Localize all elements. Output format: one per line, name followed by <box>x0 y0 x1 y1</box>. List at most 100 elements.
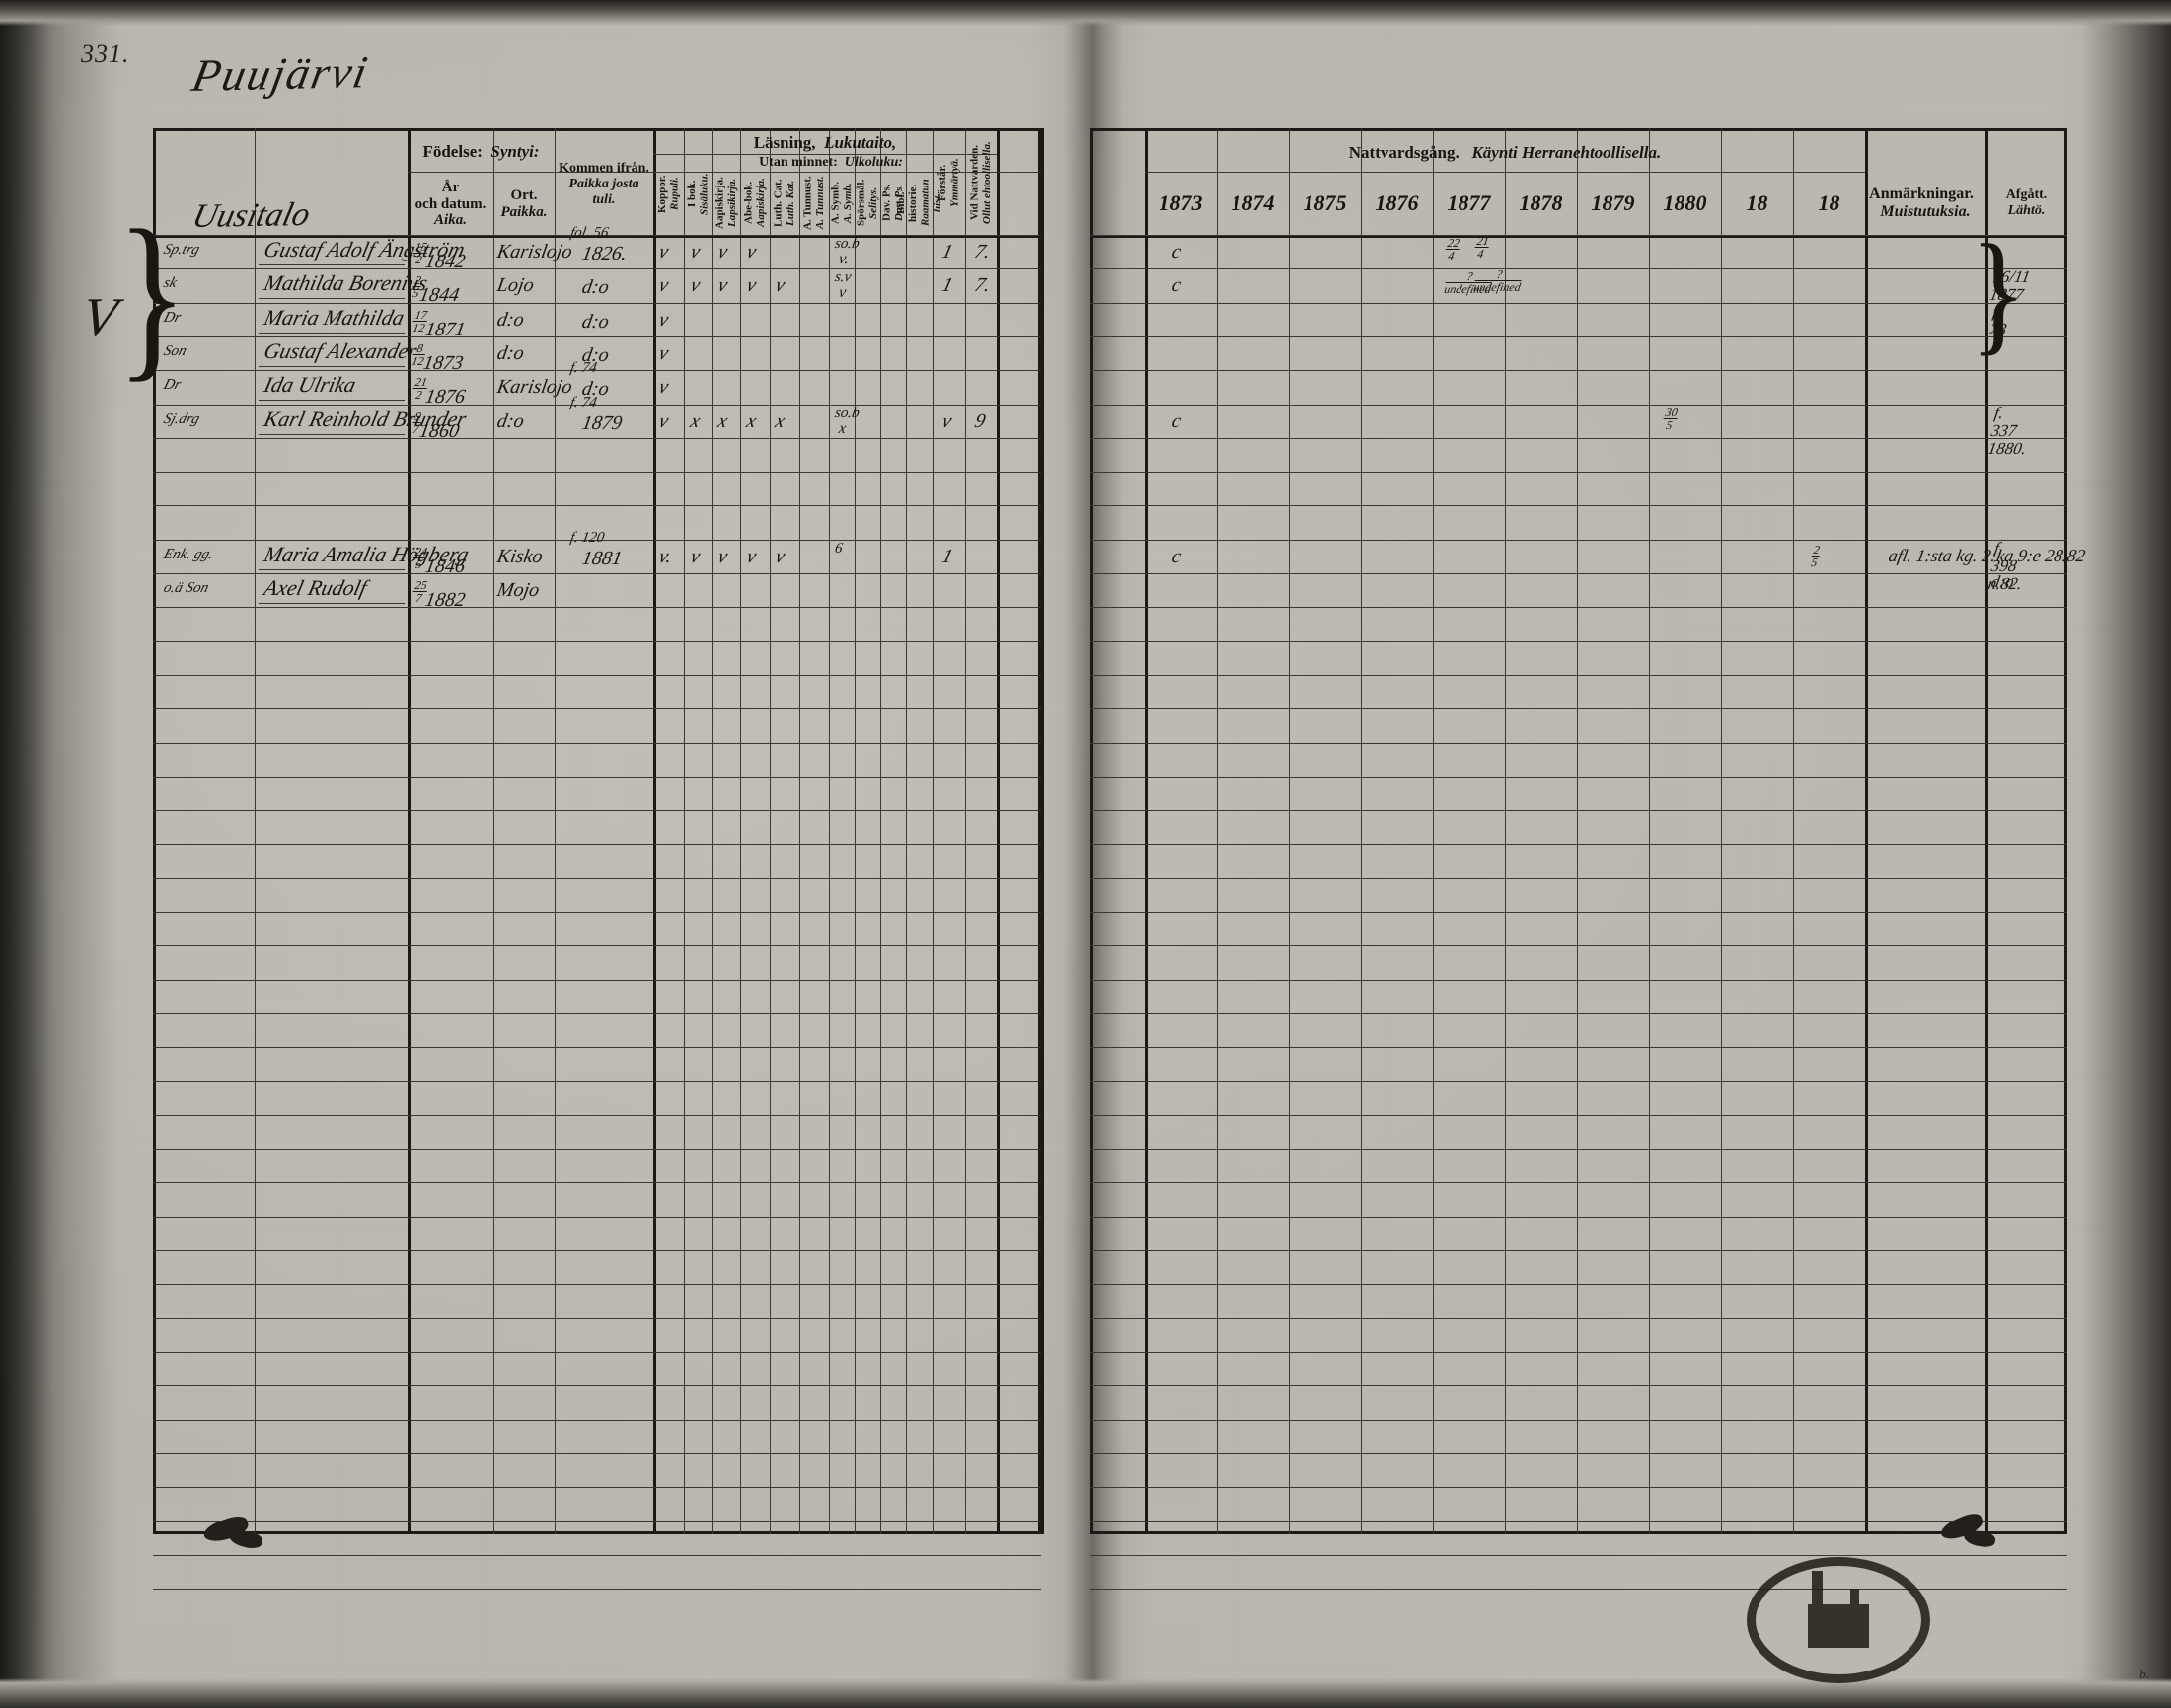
row-bible-history: v <box>939 409 954 432</box>
header-reading-col-3: Abe-bok. Aapiskirja. <box>742 178 767 228</box>
row-reading-note: 6 <box>833 540 844 557</box>
row-divider <box>153 980 1041 981</box>
column-divider <box>770 128 771 1534</box>
column-divider <box>408 128 411 1534</box>
header-year-1877: 1877 <box>1447 189 1491 215</box>
header-birth: Födelse: Syntyi: <box>422 142 540 162</box>
right-page-table <box>1090 128 2067 1534</box>
row-divider <box>1090 235 2067 236</box>
verification-mark: V <box>78 287 121 348</box>
name-underline <box>259 298 405 300</box>
name-underline <box>259 332 405 334</box>
row-divider <box>1090 1149 2067 1150</box>
row-divider <box>153 844 1041 845</box>
year-column-divider <box>1361 128 1362 1534</box>
column-divider <box>555 128 556 1534</box>
row-reading-mark: x <box>715 409 730 432</box>
row-birth-place: d:o <box>495 308 526 331</box>
row-reading-mark: x <box>688 409 703 432</box>
column-divider <box>829 128 830 1534</box>
row-reading-mark: v <box>773 545 787 567</box>
row-reading-mark: v. <box>656 545 675 567</box>
header-birth-place: Ort. Paikka. <box>500 187 548 220</box>
row-divider <box>153 1284 1041 1285</box>
row-reading-note2: x <box>837 419 848 437</box>
row-divider <box>1090 1352 2067 1353</box>
row-name: Mathilda Borenius <box>262 270 430 296</box>
top-page-edge <box>0 0 2171 26</box>
year-column-divider <box>1721 128 1722 1534</box>
column-divider <box>1985 128 1988 1534</box>
row-divider <box>1090 1217 2067 1218</box>
row-divider <box>153 1318 1041 1319</box>
row-divider <box>153 1453 1041 1454</box>
row-reading-mark: v <box>656 376 671 399</box>
header-year-1879: 1879 <box>1591 189 1635 215</box>
header-reading-col-1: I bok. Sisäluku. <box>686 173 711 215</box>
row-divider <box>153 607 1041 608</box>
row-reading-mark: v <box>688 274 703 297</box>
row-divider <box>1090 303 2067 304</box>
row-divider <box>153 810 1041 811</box>
row-divider <box>1090 1555 2067 1556</box>
name-underline <box>259 568 405 570</box>
year-column-divider <box>1289 128 1290 1534</box>
row-divider <box>1090 844 2067 845</box>
left-shadow <box>0 0 118 1708</box>
row-divider <box>1090 540 2067 541</box>
header-divider <box>653 154 997 155</box>
row-reading-mark: v <box>744 241 759 262</box>
row-divider <box>153 573 1041 574</box>
row-divider <box>153 878 1041 879</box>
row-relation: o.ä Son <box>161 580 211 596</box>
row-reading-mark: v <box>656 409 671 432</box>
row-divider <box>1090 1420 2067 1421</box>
row-departed: d:o <box>1989 572 2016 591</box>
header-year-18: 18 <box>1746 189 1768 215</box>
year-column-divider <box>1217 128 1218 1534</box>
row-reading-mark: v <box>744 274 759 297</box>
row-birth-place: Karislojo <box>495 376 574 399</box>
header-reading: Läsning, Lukutaito, <box>753 133 897 153</box>
row-divider <box>153 1149 1041 1150</box>
row-divider <box>1090 607 2067 608</box>
row-divider <box>1090 1284 2067 1285</box>
row-birth-date: 9 71860 <box>412 408 462 442</box>
row-bible-history: 1 <box>939 241 955 262</box>
header-bottom-rule <box>153 235 1041 238</box>
row-birth-date: 21 21876 <box>412 375 468 408</box>
corner-mark: b. <box>2139 1667 2149 1681</box>
name-underline <box>259 400 405 402</box>
header-year-1878: 1878 <box>1519 189 1563 215</box>
row-divider <box>1090 1047 2067 1048</box>
row-divider <box>1090 777 2067 778</box>
row-divider <box>1090 1453 2067 1454</box>
column-divider <box>740 128 741 1534</box>
column-divider <box>1865 128 1868 1534</box>
name-underline <box>259 433 405 435</box>
row-divider <box>153 1420 1041 1421</box>
row-birth-place: Mojo <box>495 579 542 601</box>
row-moved-from-ref: fol. 56 <box>568 225 610 241</box>
column-divider <box>1145 128 1148 1534</box>
header-reading-col-0: Koppor. Rupuli. <box>656 175 681 213</box>
row-divider <box>1090 1487 2067 1488</box>
header-year-1873: 1873 <box>1159 189 1203 215</box>
communion-1877-b: ? undefined <box>1471 267 1525 300</box>
row-divider <box>153 708 1041 709</box>
row-understands: 9 <box>972 409 988 432</box>
row-divider <box>153 1487 1041 1488</box>
row-moved-from-ref: f. 120 <box>568 529 606 546</box>
row-divider <box>1090 1182 2067 1183</box>
row-reading-mark: v <box>715 545 730 567</box>
row-reading-mark: v <box>656 341 671 364</box>
header-year-1875: 1875 <box>1303 189 1347 215</box>
row-name: Gustaf Alexander <box>262 337 420 363</box>
name-underline <box>259 365 405 367</box>
row-reading-mark: v <box>715 241 730 262</box>
row-moved-from: d:o <box>580 276 611 299</box>
header-bottom-rule <box>1090 235 2067 238</box>
header-year-1876: 1876 <box>1375 189 1419 215</box>
column-divider <box>799 128 800 1534</box>
